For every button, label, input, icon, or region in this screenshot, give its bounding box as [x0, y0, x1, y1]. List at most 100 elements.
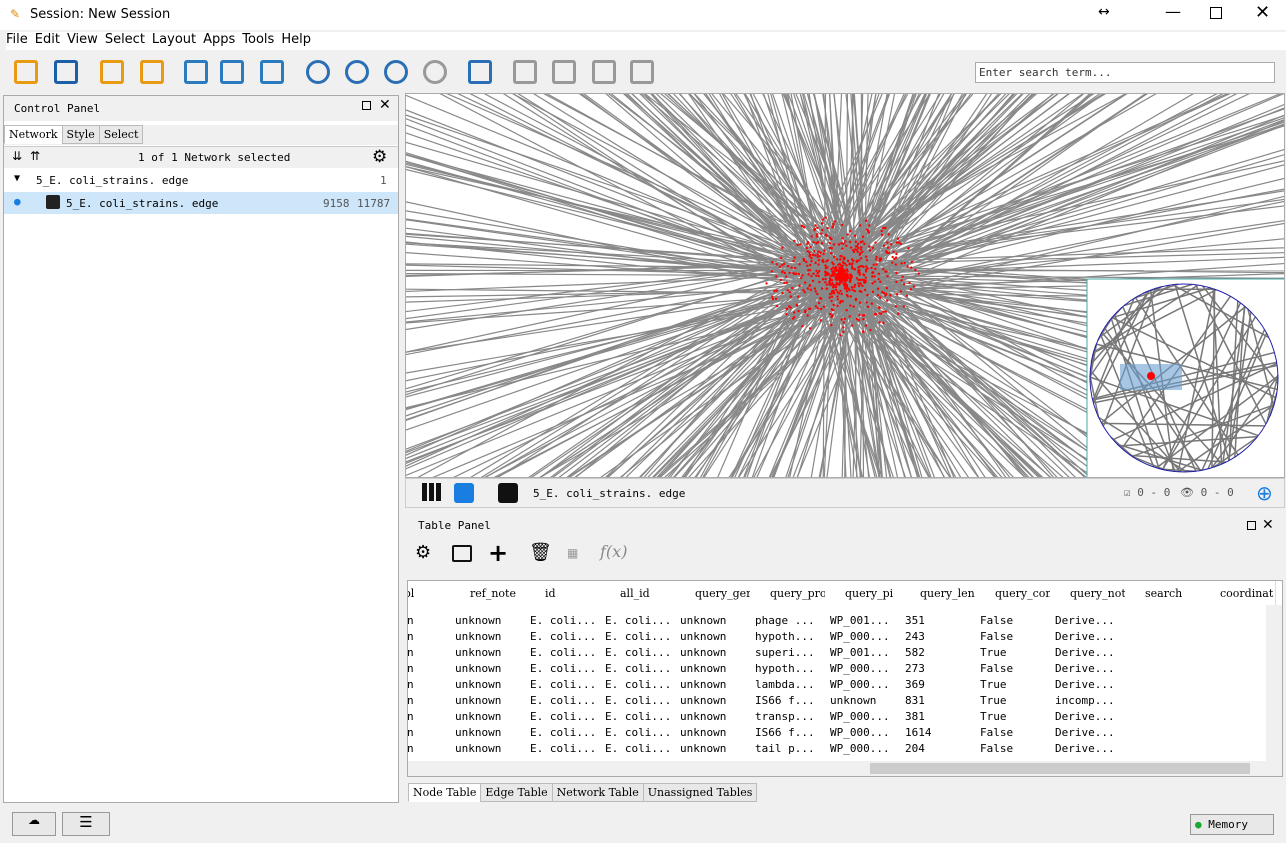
cloud-button[interactable]: ☁ — [12, 812, 56, 836]
node — [856, 242, 860, 246]
menu-item[interactable]: Apps — [203, 32, 236, 47]
toolbar-button[interactable] — [423, 60, 447, 84]
menu-item[interactable]: Layout — [151, 32, 197, 47]
search-box[interactable]: Enter search term... — [975, 62, 1275, 83]
menu-item[interactable]: Tools — [242, 32, 275, 47]
vertical-scrollbar[interactable] — [1266, 605, 1282, 761]
panel-tab[interactable]: Select — [98, 125, 144, 144]
table-tab[interactable]: Unassigned Tables — [642, 783, 758, 802]
menu-item[interactable]: Help — [281, 32, 311, 47]
node — [845, 287, 848, 290]
expand-all[interactable]: ⇊ — [12, 149, 23, 163]
node — [846, 295, 849, 298]
link-table[interactable]: ▦ — [567, 546, 579, 560]
node — [822, 252, 825, 256]
panel-tab[interactable]: Network — [4, 125, 63, 144]
memory-button[interactable]: ● Memory — [1190, 814, 1274, 835]
toolbar-button[interactable] — [54, 60, 78, 84]
grid-view-button[interactable] — [422, 483, 442, 501]
node — [775, 263, 778, 266]
network-view-button[interactable] — [454, 483, 474, 503]
panel-tab[interactable]: Style — [61, 125, 100, 144]
menu-item[interactable]: View — [66, 32, 98, 47]
node — [874, 241, 877, 244]
detach-button[interactable] — [498, 483, 518, 503]
node — [784, 275, 788, 278]
edge — [703, 94, 953, 477]
add-column[interactable]: + — [488, 539, 509, 567]
node — [822, 305, 826, 308]
float-button[interactable] — [1247, 521, 1256, 530]
node — [828, 296, 831, 299]
delete-column[interactable]: 🗑 — [529, 542, 552, 563]
column-header[interactable]: id — [525, 581, 601, 605]
function-builder[interactable]: f(x) — [600, 542, 628, 561]
column-header[interactable]: query_pi — [825, 581, 901, 605]
column-toggle[interactable] — [452, 545, 472, 562]
toolbar-button[interactable] — [630, 60, 654, 84]
minimize-button[interactable]: — — [1165, 2, 1181, 21]
overview-edge — [1092, 298, 1135, 402]
fit-button[interactable]: ⊕ — [1256, 481, 1273, 505]
toolbar-button[interactable] — [260, 60, 284, 84]
table-cell: unknown — [455, 630, 502, 643]
toolbar-button[interactable] — [468, 60, 492, 84]
close-button[interactable]: ✕ — [1255, 2, 1271, 23]
menu-item[interactable]: Edit — [34, 32, 60, 47]
maximize-button[interactable] — [1210, 7, 1222, 19]
network-row[interactable]: ● 5_E. coli_strains. edge 9158 11787 — [4, 192, 398, 214]
table-tab[interactable]: Network Table — [551, 783, 644, 802]
menu-item[interactable]: File — [6, 32, 28, 47]
toolbar-button[interactable] — [184, 60, 208, 84]
column-header[interactable]: query_pro — [750, 581, 826, 605]
collection-row[interactable]: ▼ 5_E. coli_strains. edge 1 — [4, 169, 398, 191]
node — [838, 301, 842, 304]
edge — [783, 94, 932, 477]
node — [832, 222, 835, 226]
column-header[interactable]: all_id — [600, 581, 676, 605]
toolbar-button[interactable] — [384, 60, 408, 84]
close-panel[interactable]: ✕ — [1262, 517, 1274, 533]
node — [909, 288, 913, 291]
toolbar-button[interactable] — [513, 60, 537, 84]
node — [879, 296, 882, 299]
table-settings[interactable]: ⚙ — [415, 542, 432, 563]
settings-button[interactable]: ⚙ — [372, 147, 388, 167]
column-header[interactable]: query_ger — [675, 581, 751, 605]
toolbar-button[interactable] — [592, 60, 616, 84]
scroll-thumb[interactable] — [870, 763, 1250, 774]
toolbar-button[interactable] — [14, 60, 38, 84]
toolbar-button[interactable] — [345, 60, 369, 84]
overview-edge — [1266, 374, 1279, 423]
node — [831, 289, 834, 293]
collapse-all[interactable]: ⇈ — [30, 149, 41, 163]
toolbar-button[interactable] — [100, 60, 124, 84]
node — [814, 224, 817, 227]
toolbar-button[interactable] — [552, 60, 576, 84]
node — [820, 242, 824, 245]
column-header[interactable]: coordinat — [1200, 581, 1276, 605]
float-button[interactable] — [362, 101, 371, 110]
column-header[interactable]: query_len — [900, 581, 976, 605]
toolbar-button[interactable] — [306, 60, 330, 84]
resize-button[interactable]: ↔ — [1098, 4, 1110, 20]
column-header[interactable]: query_con — [975, 581, 1051, 605]
table-cell: n — [407, 614, 414, 627]
toolbar-button[interactable] — [140, 60, 164, 84]
column-header[interactable]: ref_note — [450, 581, 526, 605]
close-panel[interactable]: ✕ — [379, 97, 391, 113]
node — [790, 286, 794, 290]
table-tab[interactable]: Node Table — [408, 783, 482, 802]
table-cell: unknown — [455, 678, 502, 691]
task-button[interactable]: ☰ — [62, 812, 110, 836]
column-header[interactable]: query_not — [1050, 581, 1126, 605]
toolbar-button[interactable] — [220, 60, 244, 84]
node — [775, 304, 779, 308]
menu-item[interactable]: Select — [104, 32, 145, 47]
table-tab[interactable]: Edge Table — [480, 783, 553, 802]
node — [862, 317, 865, 321]
column-header[interactable]: search — [1125, 581, 1201, 605]
node — [895, 252, 898, 256]
network-canvas[interactable] — [405, 93, 1285, 478]
column-header[interactable]: _compl — [408, 581, 451, 605]
